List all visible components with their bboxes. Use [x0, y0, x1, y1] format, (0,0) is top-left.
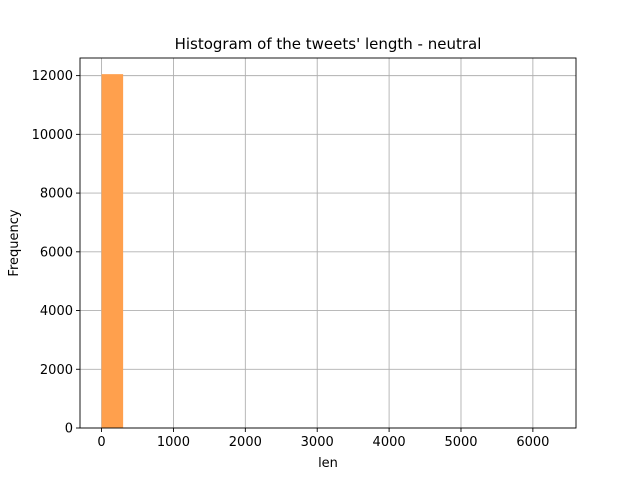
plot-frame	[79, 57, 577, 429]
x-tick-label: 1000	[157, 435, 190, 450]
x-axis-label: len	[318, 456, 338, 471]
grid-layer	[80, 58, 576, 429]
ticks-layer: 0 1000 2000 3000 4000 5000 6000 0 2000 4000 6000 80…	[32, 69, 550, 450]
x-tick-label: 3000	[301, 435, 334, 450]
y-tick-label: 12000	[32, 69, 73, 84]
y-tick-label: 8000	[40, 187, 73, 202]
chart-title: Histogram of the tweets' length - neutra…	[175, 35, 482, 53]
x-tick-label: 2000	[229, 435, 262, 450]
y-tick-label: 4000	[40, 304, 73, 319]
bars-layer	[101, 74, 124, 429]
x-tick-label: 0	[97, 435, 105, 450]
x-tick-label: 6000	[516, 435, 549, 450]
y-tick-label: 0	[65, 422, 73, 437]
y-tick-label: 2000	[40, 363, 73, 378]
y-axis-label: Frequency	[7, 209, 22, 276]
histogram-bar	[101, 74, 124, 429]
y-tick-label: 6000	[40, 245, 73, 260]
x-tick-label: 5000	[444, 435, 477, 450]
y-tick-label: 10000	[32, 128, 73, 143]
x-tick-label: 4000	[373, 435, 406, 450]
